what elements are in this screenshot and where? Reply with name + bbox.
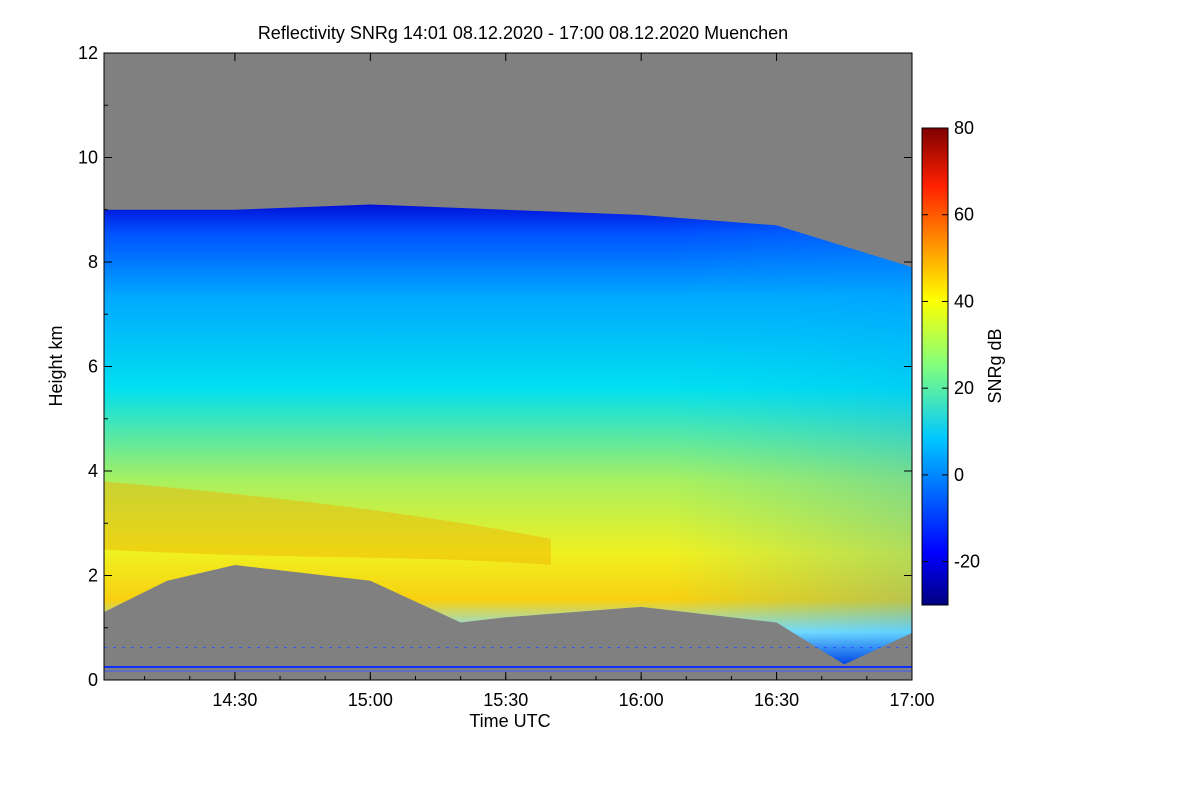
colorbar-tick-label: 20 [954,378,974,398]
x-tick-label: 15:30 [483,690,528,710]
max-snr-layer [104,481,551,566]
colorbar-tick-label: 0 [954,465,964,485]
y-tick-label: 6 [88,357,98,377]
colorbar [921,127,949,606]
radar-echo-upper-shading [104,204,912,665]
y-tick-label: 2 [88,566,98,586]
chart-title: Reflectivity SNRg 14:01 08.12.2020 - 17:… [258,23,788,43]
x-tick-label: 16:30 [754,690,799,710]
colorbar-label: SNRg dB [985,328,1005,403]
y-tick-label: 0 [88,670,98,690]
x-axis-label: Time UTC [469,711,550,731]
colorbar-axis: -20 0 20 40 60 80 [922,118,980,572]
colorbar-tick-label: 60 [954,205,974,225]
y-tick-label: 12 [78,43,98,63]
y-tick-label: 4 [88,461,98,481]
colorbar-tick-label: -20 [954,552,980,572]
y-axis: 0 2 4 6 8 10 12 [78,43,912,690]
y-tick-label: 10 [78,148,98,168]
plot-area [104,204,912,672]
x-tick-label: 14:30 [212,690,257,710]
colorbar-tick-label: 80 [954,118,974,138]
x-tick-label: 15:00 [348,690,393,710]
x-tick-label: 17:00 [889,690,934,710]
y-axis-label: Height km [46,325,66,406]
x-axis: 14:30 15:00 15:30 16:00 16:30 17:00 [144,53,935,710]
x-tick-label: 16:00 [619,690,664,710]
y-tick-label: 8 [88,252,98,272]
ground-clutter-lines [104,647,912,672]
max-snr-band [104,481,551,566]
colorbar-tick-label: 40 [954,291,974,311]
